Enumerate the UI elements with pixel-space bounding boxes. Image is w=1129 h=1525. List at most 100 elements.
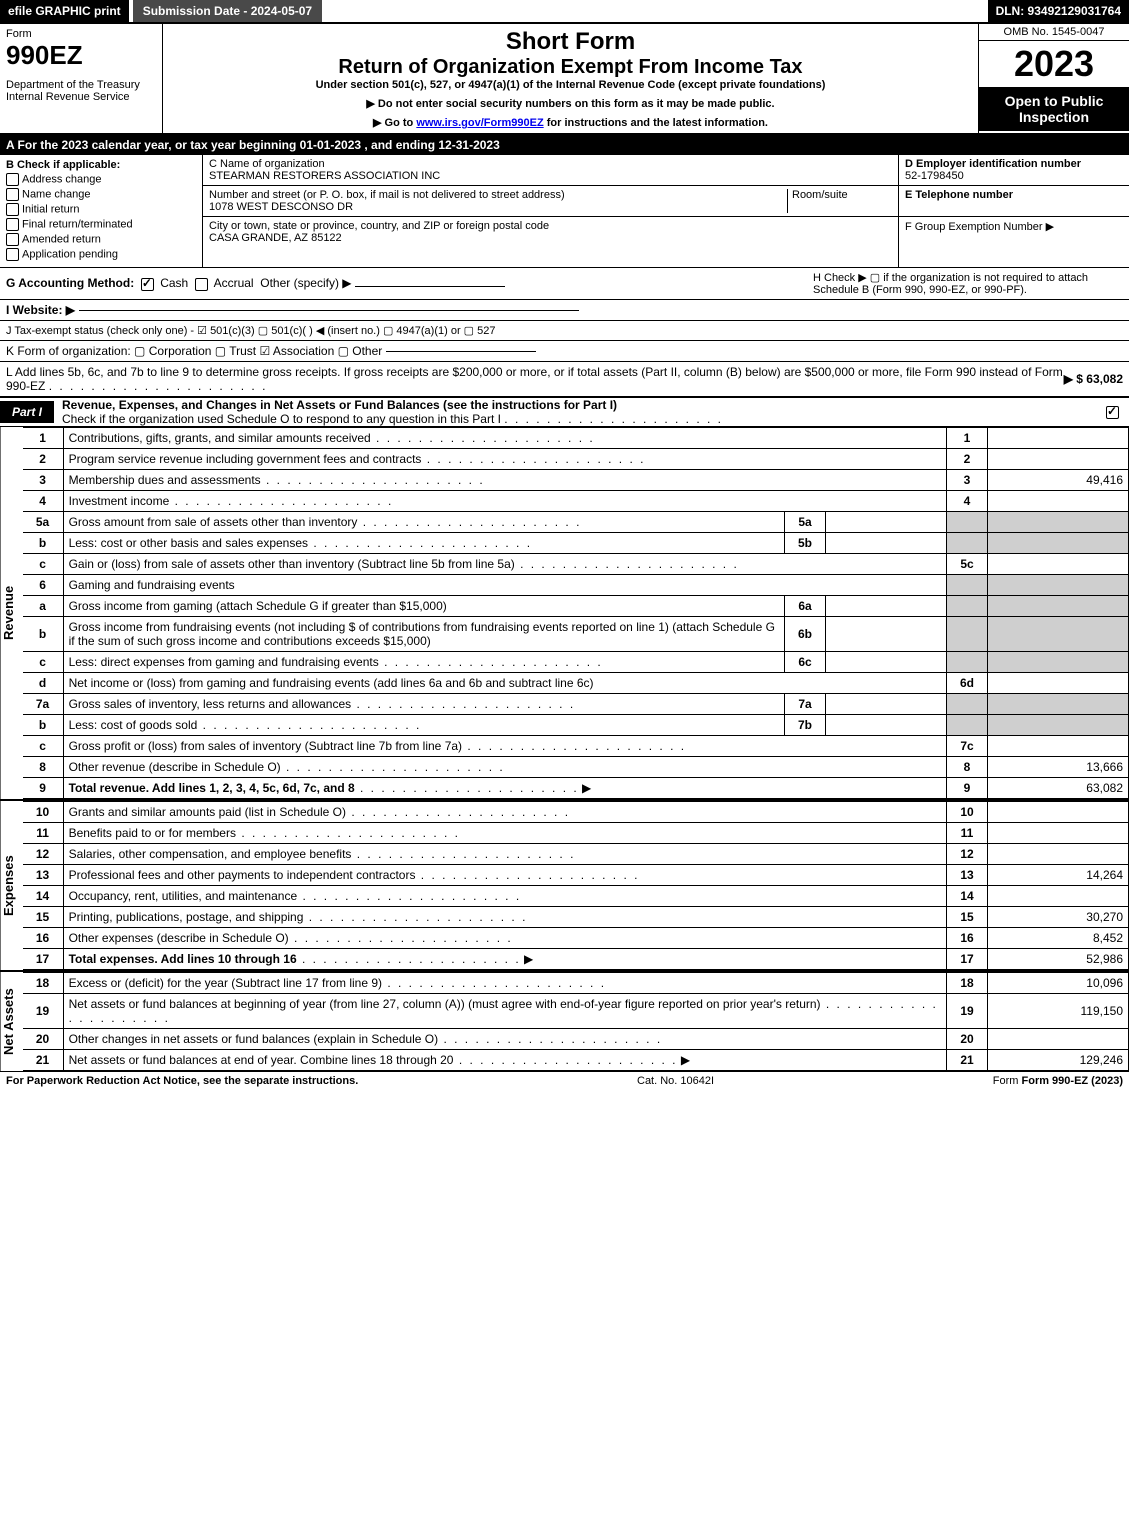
- city-label: City or town, state or province, country…: [209, 220, 892, 232]
- line-1: 1Contributions, gifts, grants, and simil…: [23, 428, 1129, 449]
- submission-date: Submission Date - 2024-05-07: [133, 0, 322, 22]
- header-left: Form 990EZ Department of the Treasury In…: [0, 24, 163, 133]
- website-label: I Website: ▶: [6, 303, 75, 317]
- section-b-label: B Check if applicable:: [6, 159, 196, 171]
- revenue-section: Revenue 1Contributions, gifts, grants, a…: [0, 427, 1129, 799]
- line-5b: bLess: cost or other basis and sales exp…: [23, 533, 1129, 554]
- section-h: H Check ▶ ▢ if the organization is not r…: [813, 271, 1123, 296]
- section-b: B Check if applicable: Address change Na…: [0, 155, 203, 267]
- website-input[interactable]: [79, 310, 579, 311]
- arrow-icon: ▶: [524, 952, 533, 966]
- form-number: 990EZ: [6, 40, 156, 71]
- top-bar: efile GRAPHIC print Submission Date - 20…: [0, 0, 1129, 24]
- form-header: Form 990EZ Department of the Treasury In…: [0, 24, 1129, 135]
- line-16: 16Other expenses (describe in Schedule O…: [23, 928, 1129, 949]
- org-name: STEARMAN RESTORERS ASSOCIATION INC: [209, 170, 892, 182]
- goto-pre: ▶ Go to: [373, 117, 416, 129]
- room-suite-label: Room/suite: [787, 189, 892, 213]
- section-c: C Name of organization STEARMAN RESTORER…: [203, 155, 898, 267]
- line-5a: 5aGross amount from sale of assets other…: [23, 512, 1129, 533]
- revenue-table: 1Contributions, gifts, grants, and simil…: [23, 427, 1129, 799]
- chk-label: Address change: [22, 173, 102, 185]
- form-ref: Form Form 990-EZ (2023): [993, 1075, 1123, 1087]
- tax-year: 2023: [979, 41, 1129, 87]
- chk-name-change[interactable]: Name change: [6, 188, 196, 201]
- expenses-sidebar: Expenses: [0, 801, 23, 970]
- line-17: 17Total expenses. Add lines 10 through 1…: [23, 949, 1129, 970]
- part1-title: Revenue, Expenses, and Changes in Net As…: [62, 398, 617, 412]
- netassets-section: Net Assets 18Excess or (deficit) for the…: [0, 970, 1129, 1071]
- chk-label: Name change: [22, 188, 91, 200]
- line-14: 14Occupancy, rent, utilities, and mainte…: [23, 886, 1129, 907]
- accrual-label: Accrual: [214, 276, 254, 290]
- netassets-table: 18Excess or (deficit) for the year (Subt…: [23, 972, 1129, 1071]
- form-of-org: K Form of organization: ▢ Corporation ▢ …: [6, 344, 382, 358]
- part1-check-note: Check if the organization used Schedule …: [62, 412, 501, 426]
- chk-initial-return[interactable]: Initial return: [6, 203, 196, 216]
- tax-exempt-status: J Tax-exempt status (check only one) - ☑…: [6, 324, 495, 337]
- ssn-note: ▶ Do not enter social security numbers o…: [171, 97, 970, 110]
- line-2: 2Program service revenue including gover…: [23, 449, 1129, 470]
- row-j: J Tax-exempt status (check only one) - ☑…: [0, 321, 1129, 341]
- efile-label[interactable]: efile GRAPHIC print: [0, 0, 129, 22]
- chk-label: Amended return: [22, 233, 101, 245]
- line-3: 3Membership dues and assessments349,416: [23, 470, 1129, 491]
- gross-receipts-amount: ▶ $ 63,082: [1064, 372, 1123, 386]
- form-label: Form: [6, 28, 156, 40]
- ein-label: D Employer identification number: [905, 158, 1123, 170]
- expenses-section: Expenses 10Grants and similar amounts pa…: [0, 799, 1129, 970]
- open-inspection: Open to Public Inspection: [979, 87, 1129, 131]
- line-11: 11Benefits paid to or for members11: [23, 823, 1129, 844]
- line-12: 12Salaries, other compensation, and empl…: [23, 844, 1129, 865]
- irs-link[interactable]: www.irs.gov/Form990EZ: [416, 117, 543, 129]
- ein-value: 52-1798450: [905, 170, 1123, 182]
- line-6b: bGross income from fundraising events (n…: [23, 617, 1129, 652]
- chk-application-pending[interactable]: Application pending: [6, 248, 196, 261]
- line-20: 20Other changes in net assets or fund ba…: [23, 1029, 1129, 1050]
- checkbox-icon[interactable]: [6, 173, 19, 186]
- omb-number: OMB No. 1545-0047: [979, 24, 1129, 41]
- line-6a: aGross income from gaming (attach Schedu…: [23, 596, 1129, 617]
- line-6c: cLess: direct expenses from gaming and f…: [23, 652, 1129, 673]
- arrow-icon: ▶: [582, 781, 591, 795]
- paperwork-notice: For Paperwork Reduction Act Notice, see …: [6, 1075, 358, 1087]
- line-6: 6Gaming and fundraising events: [23, 575, 1129, 596]
- arrow-icon: ▶: [681, 1053, 690, 1067]
- checkbox-icon[interactable]: [6, 203, 19, 216]
- part1-header: Part I Revenue, Expenses, and Changes in…: [0, 397, 1129, 427]
- row-l: L Add lines 5b, 6c, and 7b to line 9 to …: [0, 362, 1129, 397]
- checkbox-accrual-icon[interactable]: [195, 278, 208, 291]
- checkbox-cash-icon[interactable]: [141, 278, 154, 291]
- chk-address-change[interactable]: Address change: [6, 173, 196, 186]
- group-exemption-label: F Group Exemption Number ▶: [905, 220, 1123, 233]
- section-def: D Employer identification number 52-1798…: [898, 155, 1129, 267]
- line-9: 9Total revenue. Add lines 1, 2, 3, 4, 5c…: [23, 778, 1129, 799]
- row-k: K Form of organization: ▢ Corporation ▢ …: [0, 341, 1129, 362]
- checkbox-icon[interactable]: [6, 218, 19, 231]
- other-org-input[interactable]: [386, 351, 536, 352]
- other-input[interactable]: [355, 286, 505, 287]
- checkbox-icon[interactable]: [6, 248, 19, 261]
- phone-label: E Telephone number: [905, 189, 1123, 201]
- chk-amended-return[interactable]: Amended return: [6, 233, 196, 246]
- checkbox-icon[interactable]: [6, 233, 19, 246]
- line-6d: dNet income or (loss) from gaming and fu…: [23, 673, 1129, 694]
- part1-label: Part I: [0, 401, 54, 423]
- dln-label: DLN: 93492129031764: [988, 0, 1129, 22]
- section-a-tax-year: A For the 2023 calendar year, or tax yea…: [0, 135, 1129, 155]
- schedule-o-checkbox-icon[interactable]: [1106, 406, 1119, 419]
- row-g-h: G Accounting Method: Cash Accrual Other …: [0, 268, 1129, 300]
- header-center: Short Form Return of Organization Exempt…: [163, 24, 978, 133]
- chk-final-return[interactable]: Final return/terminated: [6, 218, 196, 231]
- info-block: B Check if applicable: Address change Na…: [0, 155, 1129, 268]
- checkbox-icon[interactable]: [6, 188, 19, 201]
- gross-receipts-text: L Add lines 5b, 6c, and 7b to line 9 to …: [6, 365, 1064, 393]
- line-7b: bLess: cost of goods sold7b: [23, 715, 1129, 736]
- goto-note: ▶ Go to www.irs.gov/Form990EZ for instru…: [171, 116, 970, 129]
- line-18: 18Excess or (deficit) for the year (Subt…: [23, 973, 1129, 994]
- org-name-label: C Name of organization: [209, 158, 892, 170]
- line-15: 15Printing, publications, postage, and s…: [23, 907, 1129, 928]
- line-19: 19Net assets or fund balances at beginni…: [23, 994, 1129, 1029]
- other-label: Other (specify) ▶: [260, 276, 351, 290]
- cash-label: Cash: [160, 276, 188, 290]
